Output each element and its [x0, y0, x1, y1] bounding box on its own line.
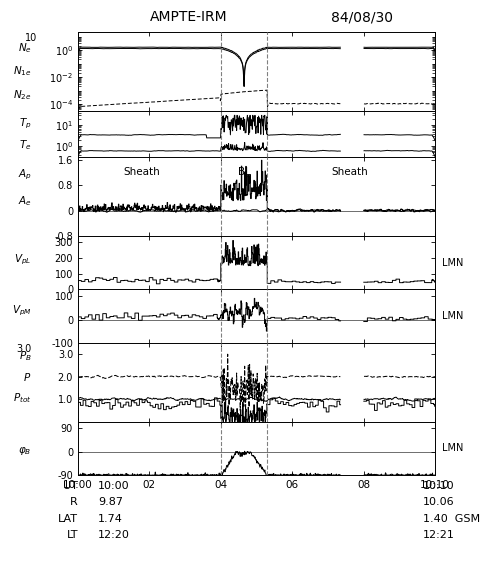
Text: 10:00: 10:00 — [98, 481, 130, 491]
Text: $A_e$: $A_e$ — [18, 194, 32, 208]
Text: $\varphi_B$: $\varphi_B$ — [18, 445, 32, 457]
Text: LMN: LMN — [442, 311, 464, 321]
Text: Sheath: Sheath — [124, 167, 160, 177]
Text: BL: BL — [237, 167, 250, 177]
Text: R: R — [70, 497, 78, 507]
Text: $N_{1e}$: $N_{1e}$ — [13, 65, 32, 78]
Text: 1.40  GSM: 1.40 GSM — [423, 514, 480, 524]
Text: $N_{2e}$: $N_{2e}$ — [13, 88, 32, 102]
Text: $P_B$: $P_B$ — [19, 349, 32, 363]
Text: 3.0: 3.0 — [16, 344, 32, 354]
Text: 12:20: 12:20 — [98, 530, 130, 540]
Text: $P$: $P$ — [23, 371, 32, 382]
Text: LAT: LAT — [58, 514, 78, 524]
Text: $N_e$: $N_e$ — [18, 41, 32, 55]
Text: $T_p$: $T_p$ — [19, 117, 32, 131]
Text: 12:21: 12:21 — [423, 530, 454, 540]
Text: $P_{tot}$: $P_{tot}$ — [13, 391, 32, 405]
Text: 9.87: 9.87 — [98, 497, 123, 507]
Text: 10:10: 10:10 — [423, 481, 454, 491]
Text: 10.06: 10.06 — [423, 497, 454, 507]
Text: LMN: LMN — [442, 258, 464, 268]
Text: $T_e$: $T_e$ — [19, 139, 32, 152]
Text: AMPTE-IRM: AMPTE-IRM — [150, 10, 227, 24]
Text: $V_{pL}$: $V_{pL}$ — [14, 252, 32, 267]
Text: Sheath: Sheath — [331, 167, 368, 177]
Text: $V_{pM}$: $V_{pM}$ — [12, 304, 32, 318]
Text: 1.74: 1.74 — [98, 514, 123, 524]
Text: 10: 10 — [25, 33, 37, 43]
Text: 84/08/30: 84/08/30 — [331, 10, 393, 24]
Text: $A_p$: $A_p$ — [18, 167, 32, 182]
Text: LMN: LMN — [442, 443, 464, 454]
Text: LT: LT — [66, 530, 78, 540]
Text: UT: UT — [63, 481, 78, 491]
